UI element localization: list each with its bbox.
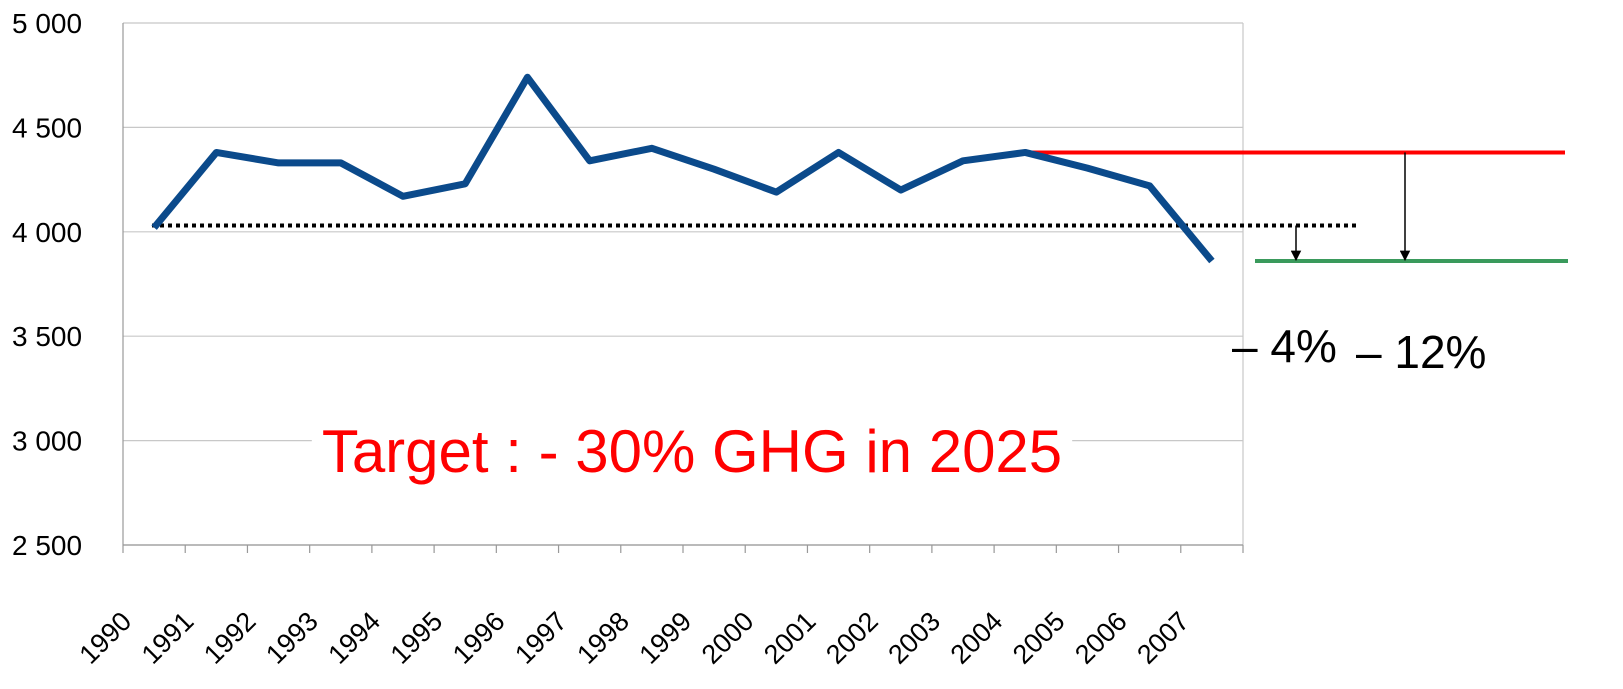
x-tick-label: 1995 [385,606,449,670]
x-tick-label: 2002 [820,606,884,670]
data-line [151,73,1215,264]
x-tick-label: 2006 [1069,606,1133,670]
x-tick-label: 1996 [447,606,511,670]
y-tick-label: 3 000 [12,426,82,457]
y-tick-label: 3 500 [12,321,82,352]
x-tick-label: 1997 [509,606,573,670]
x-tick-label: 1999 [634,606,698,670]
x-tick-label: 1993 [260,606,324,670]
x-tick-label: 1998 [571,606,635,670]
y-tick-label: 4 000 [12,217,82,248]
annotation-bg [311,418,1073,485]
x-tick-label: 1990 [74,606,138,670]
x-tick-label: 2007 [1131,606,1195,670]
x-tick-label: 2004 [945,606,1009,670]
x-tick-label: 2005 [1007,606,1071,670]
annotation-target: Target : - 30% GHG in 2025 [322,418,1062,485]
x-tick-label: 1992 [198,606,262,670]
annotation: – 4% [1232,320,1337,372]
y-tick-label: 5 000 [12,8,82,39]
y-tick-label: 4 500 [12,112,82,143]
x-tick-label: 2000 [696,606,760,670]
x-tick-label: 1994 [322,606,386,670]
x-tick-label: 2003 [882,606,946,670]
annotation: – 12% [1356,326,1486,378]
y-tick-label: 2 500 [12,530,82,561]
x-tick-label: 1991 [136,606,200,670]
x-tick-label: 2001 [758,606,822,670]
